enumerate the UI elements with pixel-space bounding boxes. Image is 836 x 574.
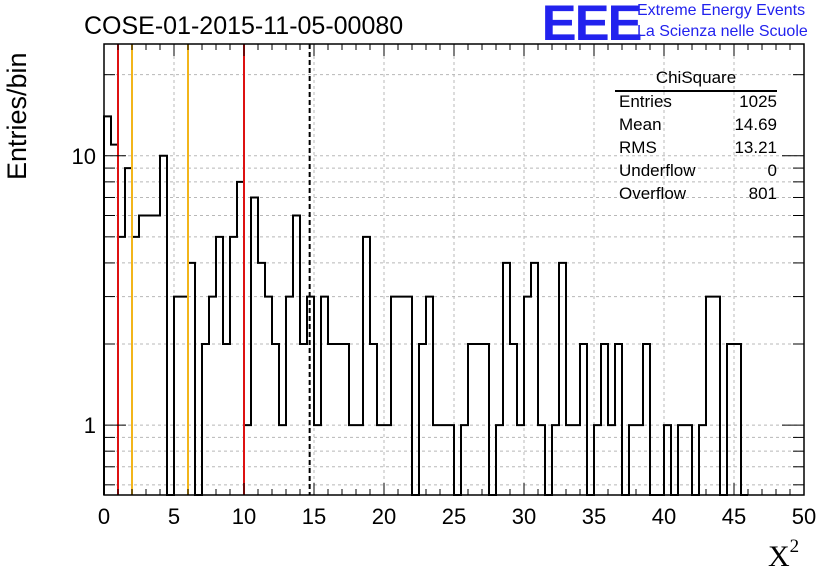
- x-tick-label: 10: [232, 504, 256, 529]
- logo-line-2: La Scienza nelle Scuole: [637, 23, 808, 40]
- x-axis-title: X2: [768, 536, 799, 574]
- x-tick-label: 45: [722, 504, 746, 529]
- x-tick-label: 30: [512, 504, 536, 529]
- stats-value: 801: [748, 184, 777, 203]
- x-tick-label: 50: [792, 504, 816, 529]
- stats-row-rms: RMS 13.21: [611, 138, 777, 161]
- eee-logo: EEE: [541, 0, 643, 51]
- y-tick-label: 10: [72, 144, 96, 169]
- histogram-series: [103, 115, 748, 496]
- x-tick-label: 35: [582, 504, 606, 529]
- x-tick-label: 20: [372, 504, 396, 529]
- y-axis-title: Entries/bin: [2, 52, 32, 180]
- stats-box-title: ChiSquare: [615, 68, 777, 92]
- x-tick-label: 25: [442, 504, 466, 529]
- y-tick-label: 1: [84, 413, 96, 438]
- stats-label: Underflow: [619, 161, 696, 180]
- stats-row-overflow: Overflow 801: [611, 184, 777, 207]
- stats-box: ChiSquare Entries 1025 Mean 14.69 RMS 13.21…: [611, 68, 777, 207]
- x-tick-label: 40: [652, 504, 676, 529]
- stats-value: 0: [767, 161, 777, 180]
- stats-value: 14.69: [734, 115, 777, 134]
- logo-line-1: Extreme Energy Events: [637, 2, 806, 19]
- x-tick-label: 5: [168, 504, 180, 529]
- stats-row-entries: Entries 1025: [611, 92, 777, 115]
- stats-label: Overflow: [619, 184, 687, 203]
- x-axis-title-exponent: 2: [789, 536, 800, 557]
- x-tick-label: 15: [302, 504, 326, 529]
- stats-value: 1025: [739, 92, 777, 111]
- x-tick-label: 0: [98, 504, 110, 529]
- stats-value: 13.21: [734, 138, 777, 157]
- x-axis-title-base: X: [768, 540, 790, 573]
- stats-label: RMS: [619, 138, 657, 157]
- chart-title: COSE-01-2015-11-05-00080: [84, 12, 404, 40]
- stats-row-mean: Mean 14.69: [611, 115, 777, 138]
- stats-row-underflow: Underflow 0: [611, 161, 777, 184]
- stats-label: Entries: [619, 92, 672, 111]
- stats-label: Mean: [619, 115, 662, 134]
